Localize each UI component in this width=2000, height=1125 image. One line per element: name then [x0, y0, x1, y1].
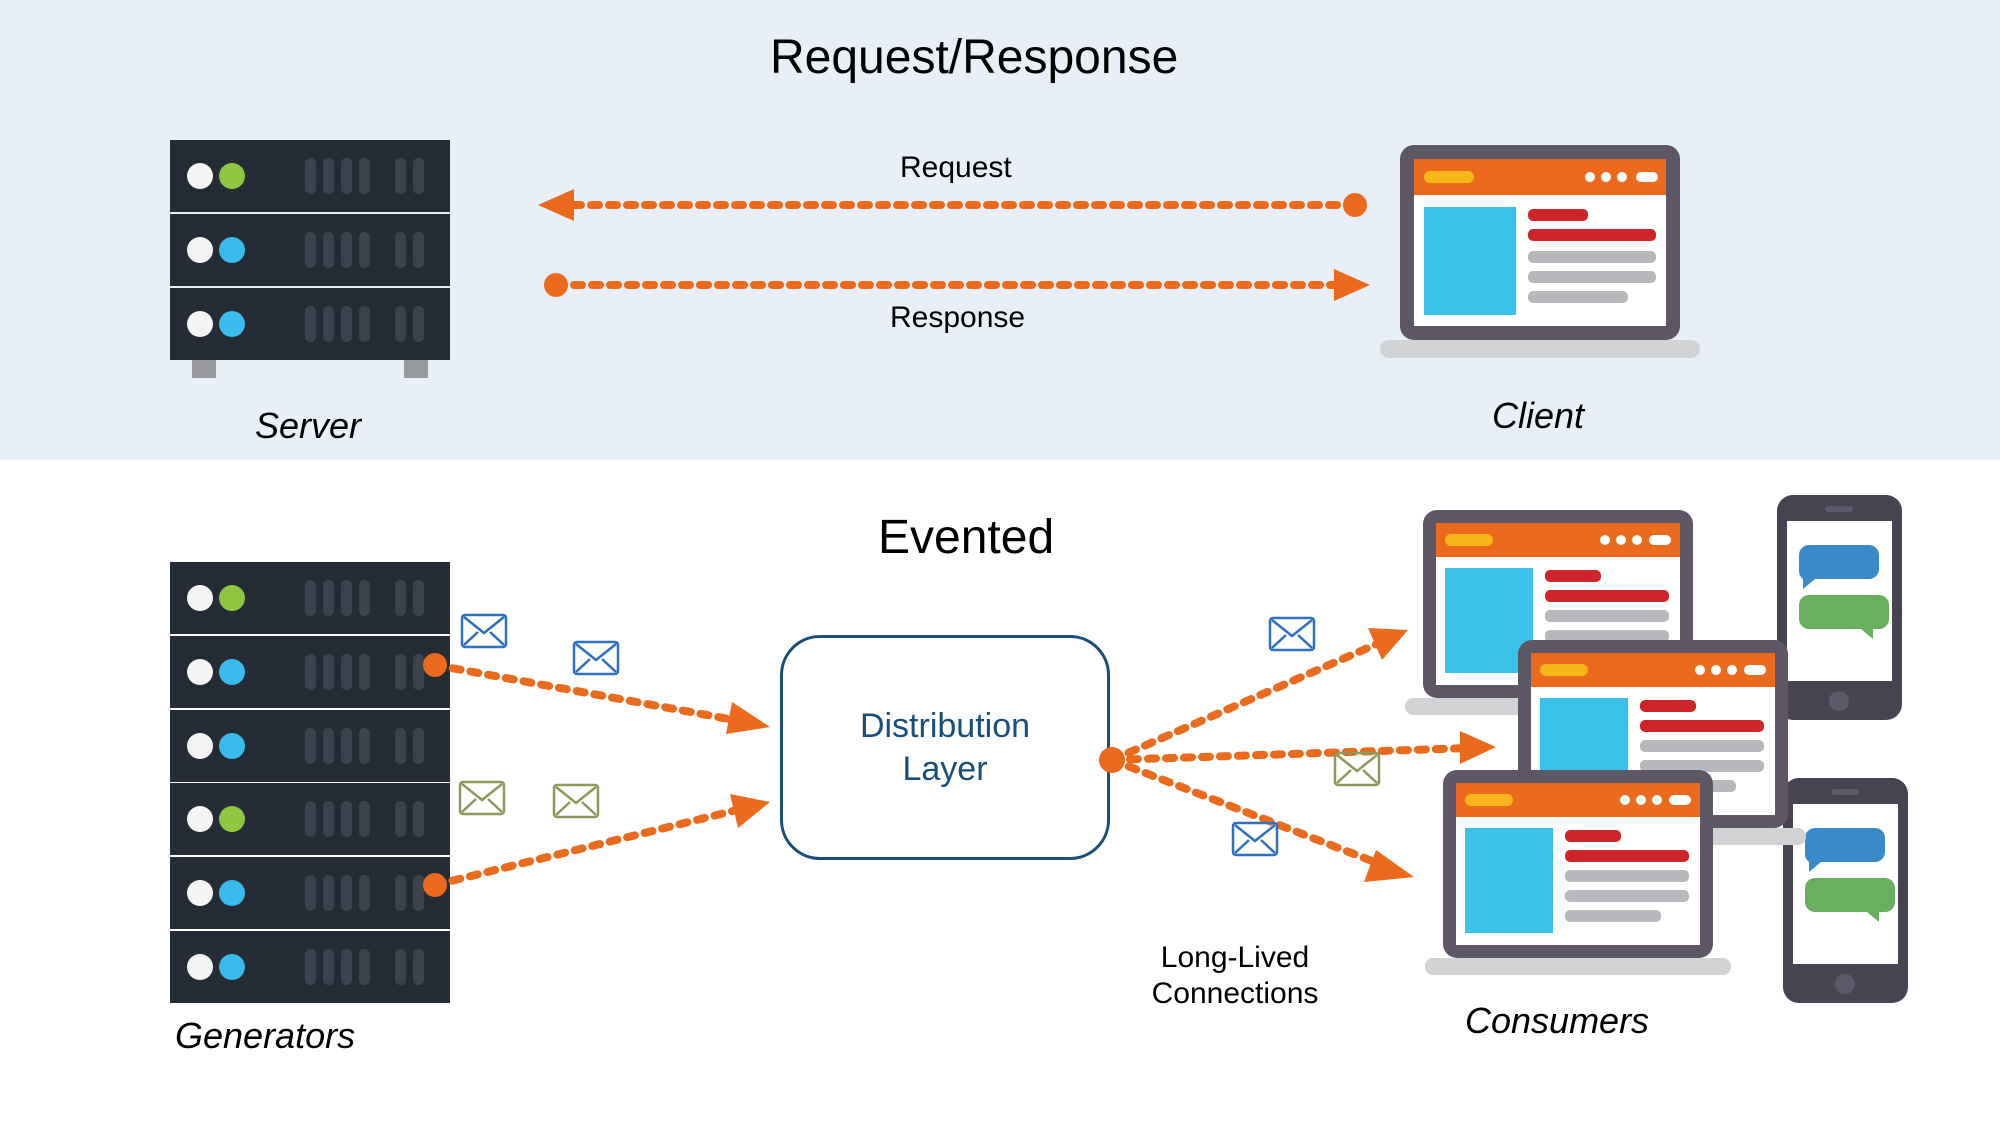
longlived-line2: Connections — [1152, 977, 1319, 1010]
longlived-label: Long-Lived Connections — [1125, 940, 1345, 1012]
consumers-label: Consumers — [1465, 1000, 1649, 1042]
longlived-line1: Long-Lived — [1161, 941, 1309, 974]
consumer-laptop-3-icon — [1425, 770, 1745, 995]
generators-label: Generators — [175, 1015, 355, 1057]
